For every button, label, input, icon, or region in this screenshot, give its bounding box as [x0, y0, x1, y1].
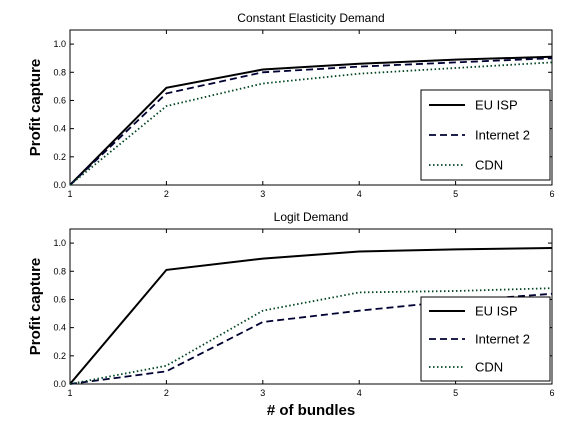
x-axis-label: # of bundles — [267, 402, 355, 419]
legend: EU ISP Internet 2 CDN — [420, 296, 551, 382]
x-tick-label: 2 — [164, 189, 169, 199]
y-axis-label: Profit capture — [27, 258, 44, 356]
y-tick-label: 0.8 — [53, 266, 66, 276]
chart-panel-1: Constant Elasticity Demand 1 2 3 4 5 6 0.0 0.2 0.… — [27, 11, 555, 199]
y-tick-label: 0.0 — [53, 180, 66, 190]
y-tick-label: 0.4 — [53, 323, 66, 333]
x-tick-label: 2 — [164, 388, 169, 398]
legend-label: EU ISP — [475, 304, 518, 319]
series-line-eu-isp — [69, 247, 553, 385]
y-tick-label: 0.0 — [53, 379, 66, 389]
legend-label: Internet 2 — [475, 128, 530, 143]
legend-label: CDN — [475, 360, 503, 375]
y-tick-label: 0.2 — [53, 152, 66, 162]
series-line-eu-isp — [69, 55, 553, 186]
legend-label: EU ISP — [475, 98, 518, 113]
y-tick-label: 0.6 — [53, 294, 66, 304]
legend: EU ISP Internet 2 CDN — [420, 89, 551, 181]
x-tick-label: 5 — [453, 189, 458, 199]
y-tick-label: 0.8 — [53, 67, 66, 77]
y-tick-label: 0.2 — [53, 351, 66, 361]
chart-panel-2: Logit Demand 1 2 3 4 5 6 0.0 0.2 0.4 0.6 0.8 1.0 Prof… — [27, 210, 555, 419]
x-tick-label: 5 — [453, 388, 458, 398]
plot-frame — [69, 228, 553, 385]
series-line-cdn — [69, 61, 553, 186]
y-axis-label: Profit capture — [27, 59, 44, 157]
y-tick-label: 0.4 — [53, 124, 66, 134]
chart-title: Logit Demand — [274, 210, 349, 224]
x-tick-label: 1 — [67, 388, 72, 398]
x-tick-label: 4 — [357, 388, 362, 398]
y-tick-label: 0.6 — [53, 95, 66, 105]
legend-label: Internet 2 — [475, 332, 530, 347]
x-tick-label: 3 — [260, 388, 265, 398]
x-tick-label: 4 — [357, 189, 362, 199]
x-tick-label: 3 — [260, 189, 265, 199]
series-line-internet-2 — [69, 57, 553, 186]
legend-label: CDN — [475, 158, 503, 173]
series-line-internet-2 — [69, 292, 553, 385]
plot-frame — [69, 29, 553, 186]
x-tick-label: 1 — [67, 189, 72, 199]
chart-title: Constant Elasticity Demand — [237, 11, 384, 25]
y-tick-label: 1.0 — [53, 39, 66, 49]
x-tick-label: 6 — [549, 388, 554, 398]
x-tick-label: 6 — [549, 189, 554, 199]
y-tick-label: 1.0 — [53, 238, 66, 248]
